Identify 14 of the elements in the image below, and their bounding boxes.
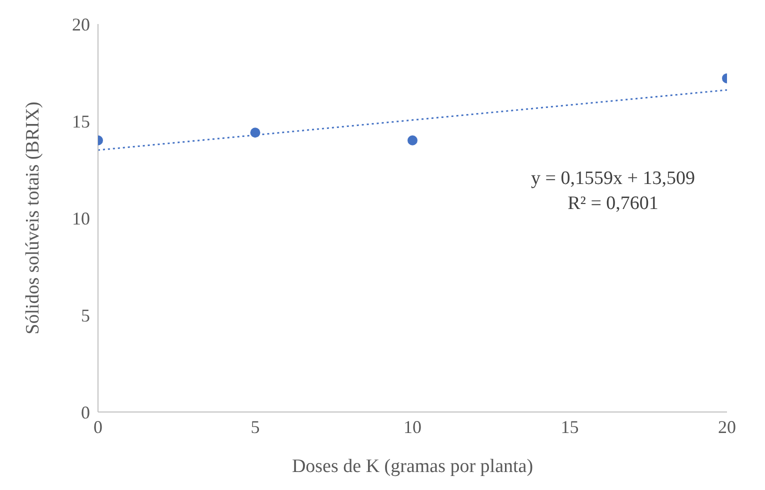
x-tick-label: 0 [94, 416, 102, 437]
y-axis-title: Sólidos solúveis totais (BRIX) [22, 102, 44, 334]
annotation: y = 0,1559x + 13,509 [530, 168, 696, 190]
y-tick-label: 5 [81, 305, 90, 326]
x-tick-label: 5 [250, 416, 260, 437]
x-tick-label: 15 [560, 416, 579, 437]
y-tick-label: 10 [72, 208, 90, 228]
x-tick-label: 10 [404, 416, 422, 437]
annotation: R² = 0,7601 [566, 193, 660, 215]
x-tick-label: 20 [718, 416, 736, 437]
x-axis-title: Doses de K (gramas por planta) [292, 456, 534, 477]
y-tick-label: 15 [72, 111, 90, 132]
y-tick-label: 20 [72, 14, 90, 34]
y-tick-label: 0 [81, 402, 90, 422]
